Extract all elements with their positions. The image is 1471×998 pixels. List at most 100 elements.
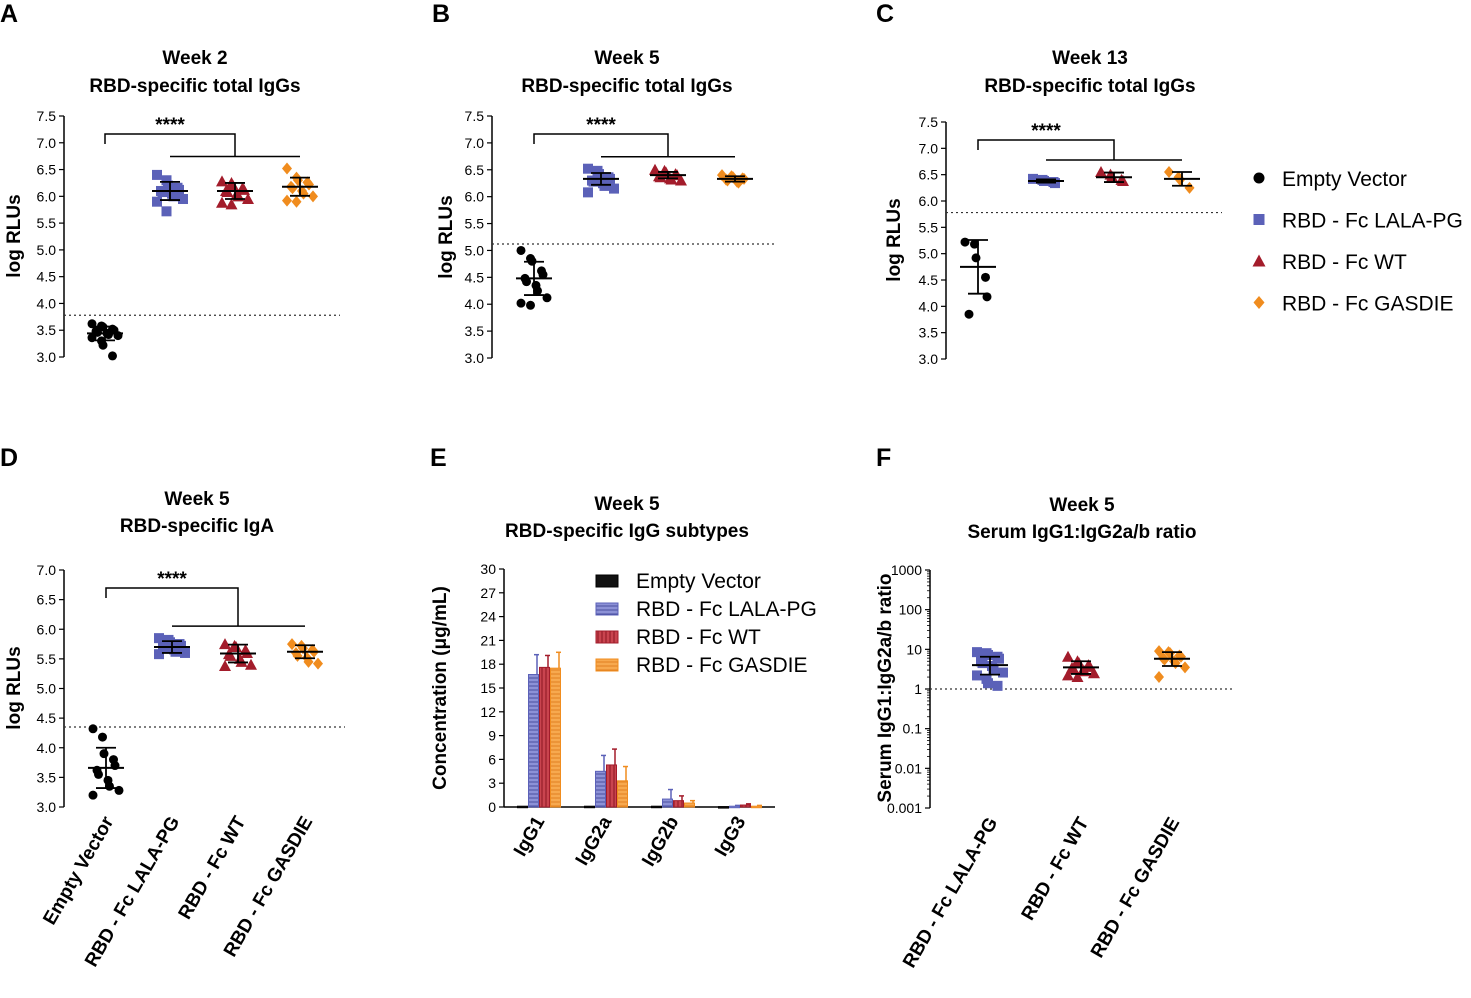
- y-tick-label: 6.0: [37, 188, 57, 204]
- data-point: [154, 633, 164, 644]
- significance-label: ****: [157, 569, 187, 590]
- y-tick-label: 7.0: [919, 140, 939, 156]
- x-tick-label: IgG2a: [572, 813, 617, 870]
- data-point: [168, 191, 179, 202]
- data-point: [99, 749, 109, 759]
- legend-swatch: [595, 574, 619, 588]
- y-tick-label: 3.0: [465, 350, 485, 366]
- legend-label: RBD - Fc WT: [636, 626, 761, 649]
- y-tick-label: 3.5: [465, 323, 485, 339]
- data-point: [1088, 667, 1100, 679]
- y-tick-label: 0.1: [903, 721, 923, 737]
- chart-title-line2: Serum IgG1:IgG2a/b ratio: [967, 522, 1196, 543]
- chart-title-line1: Week 5: [594, 494, 660, 515]
- y-tick-label: 6.0: [37, 621, 57, 637]
- data-point: [1117, 174, 1129, 186]
- data-point: [313, 657, 323, 670]
- y-tick-label: 27: [480, 585, 496, 601]
- y-tick-label: 0.001: [887, 800, 922, 816]
- chart-title-line1: Week 5: [594, 48, 660, 69]
- data-point: [981, 272, 990, 282]
- bar: [606, 764, 617, 808]
- chart-title-line2: RBD-specific IgA: [120, 516, 274, 537]
- panel-d: D Week 5 RBD-specific IgA log RLUs 3.0 3.5 4.0…: [0, 444, 345, 971]
- legend-label: RBD - Fc GASDIE: [636, 654, 808, 677]
- data-point: [245, 658, 257, 670]
- data-point: [972, 647, 982, 658]
- data-point: [287, 638, 297, 651]
- data-point: [235, 655, 248, 667]
- legend-marker: [1253, 172, 1265, 184]
- data-point: [94, 769, 103, 779]
- data-point: [594, 169, 604, 180]
- bar: [673, 800, 684, 808]
- y-tick-label: 7.0: [37, 562, 57, 578]
- data-point: [1106, 170, 1118, 182]
- data-point: [178, 194, 188, 205]
- data-point: [88, 790, 98, 800]
- data-point: [654, 171, 667, 183]
- y-tick-label: 5.0: [465, 242, 485, 258]
- data-point: [1073, 657, 1085, 669]
- data-point: [1180, 661, 1190, 674]
- data-point: [108, 351, 117, 361]
- data-point: [533, 286, 542, 296]
- y-tick-label: 100: [899, 602, 923, 618]
- bar: [718, 806, 729, 809]
- data-point: [87, 319, 97, 329]
- y-tick-label: 4.0: [37, 740, 57, 756]
- data-point: [114, 785, 124, 795]
- panel-letter: F: [876, 444, 891, 472]
- panel-e: E Week 5 RBD-specific IgG subtypes Concentr…: [430, 444, 817, 870]
- data-point: [516, 245, 526, 255]
- data-point: [227, 179, 239, 191]
- y-tick-label: 5.5: [919, 219, 939, 235]
- data-point: [230, 641, 242, 653]
- data-point: [291, 195, 302, 208]
- y-tick-label: 3.0: [37, 349, 57, 365]
- y-tick-label: 5.0: [37, 681, 57, 697]
- chart-title-line1: Week 5: [164, 489, 230, 510]
- bar: [595, 770, 606, 808]
- x-tick-label: Empty Vector: [39, 812, 118, 928]
- bar: [740, 804, 751, 808]
- chart-title-line2: RBD-specific total IgGs: [521, 76, 732, 97]
- data-point: [152, 169, 162, 180]
- y-tick-label: 4.5: [465, 269, 485, 285]
- panel-c: C Week 13 RBD-specific total IgGs log RLUs 3…: [876, 0, 1222, 367]
- y-tick-label: 30: [480, 561, 496, 577]
- data-point: [174, 184, 184, 195]
- data-point: [104, 330, 113, 340]
- data-point: [216, 196, 228, 208]
- panel-letter: C: [876, 0, 894, 28]
- legend-marker: [1253, 296, 1265, 309]
- x-tick-label: IgG1: [510, 813, 550, 860]
- data-point: [113, 331, 123, 341]
- data-point: [219, 659, 231, 671]
- data-point: [964, 309, 974, 319]
- significance-label: ****: [155, 115, 185, 136]
- data-point: [583, 163, 593, 174]
- y-tick-label: 5.0: [919, 246, 939, 262]
- data-point: [161, 175, 172, 186]
- y-tick-label: 6.5: [37, 592, 57, 608]
- legend-label: RBD - Fc LALA-PG: [636, 598, 817, 621]
- panel-letter: E: [430, 444, 447, 472]
- chart-title-line2: RBD-specific IgG subtypes: [505, 521, 749, 542]
- data-point: [159, 643, 170, 654]
- x-tick-label: IgG2b: [638, 813, 683, 870]
- data-point: [599, 180, 610, 191]
- data-point: [1062, 650, 1074, 662]
- y-tick-label: 4.5: [37, 269, 57, 285]
- data-point: [1095, 166, 1107, 178]
- data-point: [994, 653, 1004, 664]
- y-tick-label: 3.5: [37, 322, 57, 338]
- data-point: [992, 680, 1003, 691]
- data-point: [225, 198, 238, 210]
- bar: [617, 780, 628, 808]
- data-point: [977, 658, 988, 669]
- data-point: [98, 340, 108, 350]
- y-axis-label: Serum IgG1:IgG2a/b ratio: [875, 573, 896, 802]
- y-tick-label: 18: [480, 656, 496, 672]
- legend-label: Empty Vector: [1282, 168, 1407, 191]
